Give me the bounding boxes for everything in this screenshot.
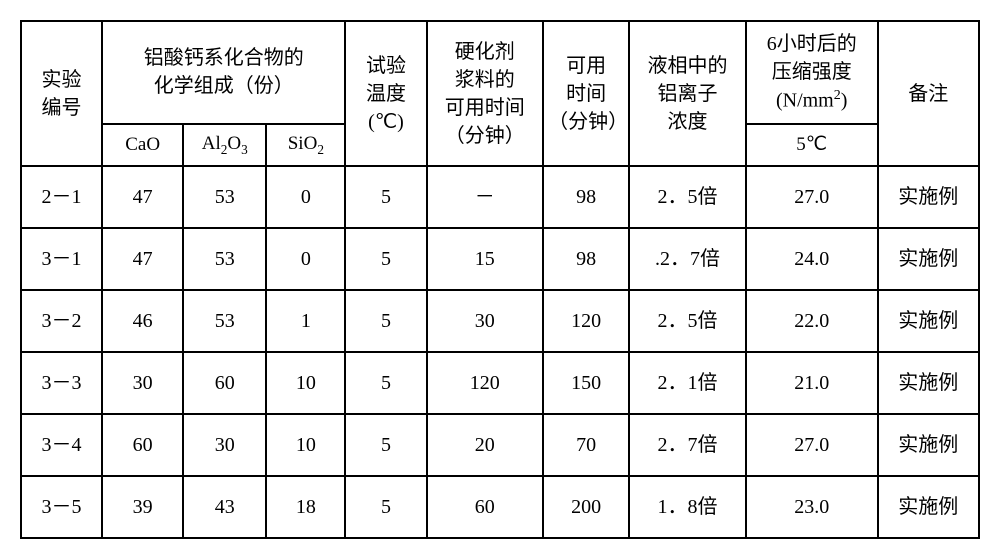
cell-al2o3: 53 — [183, 290, 266, 352]
header-compressive-strength: 6小时后的压缩强度(N/mm2) — [746, 21, 878, 124]
table-body: 2－1475305－982．5倍27.0实施例3－14753051598.2．7… — [21, 166, 979, 538]
cell-strength: 24.0 — [746, 228, 878, 290]
table-row: 3－330601051201502．1倍21.0实施例 — [21, 352, 979, 414]
cell-hardener: 20 — [427, 414, 544, 476]
cell-sio2: 0 — [266, 228, 345, 290]
cell-al2o3: 60 — [183, 352, 266, 414]
cell-cao: 46 — [102, 290, 183, 352]
cell-al_ion: 2．5倍 — [629, 290, 746, 352]
cell-hardener: 30 — [427, 290, 544, 352]
header-cao: CaO — [102, 124, 183, 166]
cell-strength: 21.0 — [746, 352, 878, 414]
cell-remark: 实施例 — [878, 228, 979, 290]
data-table: 实验编号 铝酸钙系化合物的化学组成（份） 试验温度(℃) 硬化剂浆料的可用时间（… — [20, 20, 980, 539]
cell-al2o3: 30 — [183, 414, 266, 476]
cell-remark: 实施例 — [878, 166, 979, 228]
table-row: 3－2465315301202．5倍22.0实施例 — [21, 290, 979, 352]
cell-usable: 98 — [543, 228, 629, 290]
header-al-ion-conc: 液相中的铝离子浓度 — [629, 21, 746, 166]
cell-usable: 120 — [543, 290, 629, 352]
cell-usable: 98 — [543, 166, 629, 228]
cell-sio2: 10 — [266, 352, 345, 414]
table-row: 2－1475305－982．5倍27.0实施例 — [21, 166, 979, 228]
cell-strength: 22.0 — [746, 290, 878, 352]
cell-hardener: 120 — [427, 352, 544, 414]
cell-no: 3－5 — [21, 476, 102, 538]
table-row: 3－53943185602001．8倍23.0实施例 — [21, 476, 979, 538]
cell-no: 3－2 — [21, 290, 102, 352]
cell-al2o3: 43 — [183, 476, 266, 538]
cell-al_ion: 1．8倍 — [629, 476, 746, 538]
cell-temp: 5 — [345, 476, 426, 538]
cell-hardener: 60 — [427, 476, 544, 538]
cell-sio2: 18 — [266, 476, 345, 538]
cell-usable: 200 — [543, 476, 629, 538]
cell-al_ion: .2．7倍 — [629, 228, 746, 290]
cell-al_ion: 2．1倍 — [629, 352, 746, 414]
table-row: 3－4603010520702．7倍27.0实施例 — [21, 414, 979, 476]
cell-temp: 5 — [345, 228, 426, 290]
cell-sio2: 0 — [266, 166, 345, 228]
cell-temp: 5 — [345, 414, 426, 476]
cell-cao: 30 — [102, 352, 183, 414]
cell-remark: 实施例 — [878, 352, 979, 414]
table-row: 3－14753051598.2．7倍24.0实施例 — [21, 228, 979, 290]
cell-temp: 5 — [345, 166, 426, 228]
cell-al_ion: 2．5倍 — [629, 166, 746, 228]
header-temp-5c: 5℃ — [746, 124, 878, 166]
cell-remark: 实施例 — [878, 414, 979, 476]
cell-sio2: 10 — [266, 414, 345, 476]
cell-strength: 27.0 — [746, 166, 878, 228]
cell-no: 3－3 — [21, 352, 102, 414]
header-test-temp: 试验温度(℃) — [345, 21, 426, 166]
cell-cao: 47 — [102, 166, 183, 228]
header-experiment-no: 实验编号 — [21, 21, 102, 166]
cell-al2o3: 53 — [183, 166, 266, 228]
cell-no: 3－4 — [21, 414, 102, 476]
header-usable-time: 可用时间（分钟） — [543, 21, 629, 166]
header-composition-group: 铝酸钙系化合物的化学组成（份） — [102, 21, 345, 124]
header-hardener-time: 硬化剂浆料的可用时间（分钟） — [427, 21, 544, 166]
cell-cao: 39 — [102, 476, 183, 538]
header-remarks: 备注 — [878, 21, 979, 166]
cell-no: 3－1 — [21, 228, 102, 290]
cell-temp: 5 — [345, 290, 426, 352]
header-al2o3: Al2O3 — [183, 124, 266, 166]
cell-temp: 5 — [345, 352, 426, 414]
cell-strength: 23.0 — [746, 476, 878, 538]
header-sio2: SiO2 — [266, 124, 345, 166]
cell-usable: 70 — [543, 414, 629, 476]
cell-cao: 47 — [102, 228, 183, 290]
cell-remark: 实施例 — [878, 476, 979, 538]
cell-usable: 150 — [543, 352, 629, 414]
cell-strength: 27.0 — [746, 414, 878, 476]
cell-cao: 60 — [102, 414, 183, 476]
cell-hardener: － — [427, 166, 544, 228]
cell-al2o3: 53 — [183, 228, 266, 290]
cell-remark: 实施例 — [878, 290, 979, 352]
cell-al_ion: 2．7倍 — [629, 414, 746, 476]
cell-hardener: 15 — [427, 228, 544, 290]
cell-no: 2－1 — [21, 166, 102, 228]
cell-sio2: 1 — [266, 290, 345, 352]
